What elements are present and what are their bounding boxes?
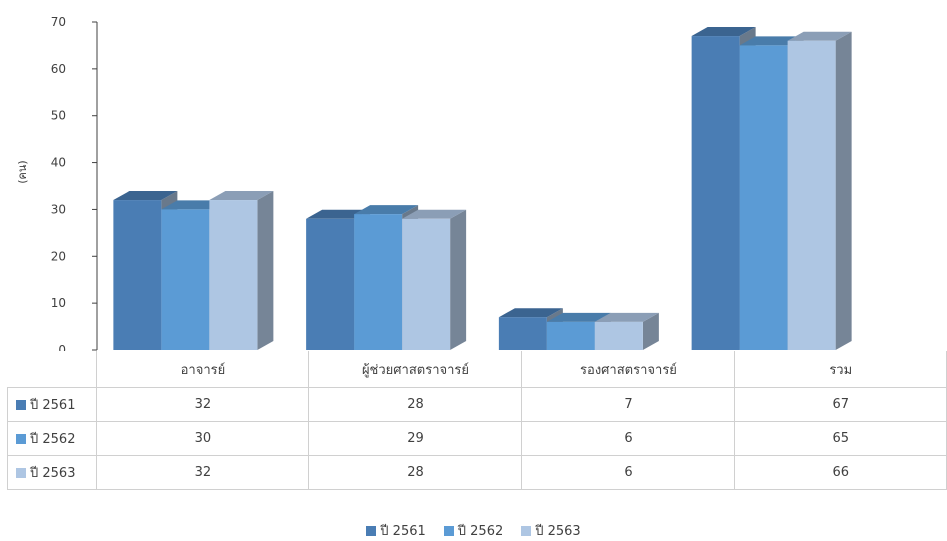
data-label: 30 xyxy=(96,421,310,456)
data-label: 28 xyxy=(308,455,523,490)
y-tick-label: 50 xyxy=(51,109,66,123)
data-label: 65 xyxy=(734,421,947,456)
data-table: อาจารย์ ผู้ช่วยศาสตราจารย์ รองศาสตราจารย์ร… xyxy=(6,351,947,490)
table-header-row: อาจารย์ ผู้ช่วยศาสตราจารย์ รองศาสตราจารย์ร… xyxy=(8,351,947,388)
bar-side xyxy=(257,191,274,350)
table-row: ปี 2562 30 29 6 65 xyxy=(6,421,947,456)
bars-group xyxy=(113,27,852,351)
series-row-label: ปี 2561 xyxy=(6,387,98,422)
bar-top xyxy=(498,308,563,318)
series-swatch xyxy=(16,468,26,478)
bar-front xyxy=(402,218,451,350)
data-label: 6 xyxy=(521,421,736,456)
legend: ปี 2561 ปี 2562 ปี 2563 xyxy=(0,520,947,541)
bar-front xyxy=(594,321,643,350)
table-corner xyxy=(8,351,97,388)
series-name: ปี 2562 xyxy=(30,432,76,447)
y-tick-label: 70 xyxy=(51,15,66,29)
data-label: 6 xyxy=(521,455,736,490)
bar-side xyxy=(642,312,659,350)
series-row-label: ปี 2562 xyxy=(6,421,98,456)
series-row-label: ปี 2563 xyxy=(6,455,98,490)
bar-top xyxy=(787,31,852,41)
bar-front xyxy=(787,40,836,350)
data-label: 29 xyxy=(308,421,523,456)
y-tick-label: 20 xyxy=(51,249,66,263)
bar-front xyxy=(691,36,740,351)
table-row: ปี 2561 32 28 7 67 xyxy=(6,387,947,422)
bar-top xyxy=(691,27,756,37)
bar-front xyxy=(498,317,547,350)
y-tick-label: 30 xyxy=(51,202,66,216)
legend-item: ปี 2561 xyxy=(366,520,426,541)
bar-top xyxy=(546,312,611,322)
data-label: 66 xyxy=(734,455,947,490)
series-swatch xyxy=(16,434,26,444)
bar-front xyxy=(306,218,355,350)
legend-swatch xyxy=(366,526,377,536)
x-category-label: รวม xyxy=(734,351,947,388)
y-tick-label: 0 xyxy=(58,343,66,351)
bar xyxy=(209,191,274,350)
bar-top xyxy=(209,191,274,201)
bar xyxy=(594,312,659,350)
bar-front xyxy=(739,45,788,351)
data-label: 67 xyxy=(734,387,947,422)
x-category-label: ผู้ช่วยศาสตราจารย์ xyxy=(308,351,523,388)
series-name: ปี 2561 xyxy=(30,398,76,413)
bar-top xyxy=(354,205,419,215)
bar xyxy=(402,209,467,350)
y-axis: 0 10 20 30 40 50 60 70 xyxy=(51,15,98,351)
bar-front xyxy=(354,214,403,350)
bar xyxy=(787,31,852,350)
x-category-label: รองศาสตราจารย์ xyxy=(521,351,736,388)
y-tick-label: 40 xyxy=(51,156,66,170)
series-name: ปี 2563 xyxy=(30,466,76,481)
y-axis-label: (คน) xyxy=(16,160,29,183)
bar-side xyxy=(450,209,467,350)
y-tick-label: 10 xyxy=(51,296,66,310)
bar-front xyxy=(161,209,210,350)
x-category-label: อาจารย์ xyxy=(96,351,310,388)
bar-front xyxy=(209,200,258,350)
bar-side xyxy=(835,31,852,350)
legend-label: ปี 2563 xyxy=(535,524,581,539)
y-tick-label: 60 xyxy=(51,62,66,76)
bar-top xyxy=(402,209,467,219)
data-label: 7 xyxy=(521,387,736,422)
bar-front xyxy=(113,200,162,350)
legend-item: ปี 2562 xyxy=(443,520,504,541)
legend-label: ปี 2561 xyxy=(380,524,426,539)
series-swatch xyxy=(16,400,26,410)
table-row: ปี 2563 32 28 6 66 xyxy=(6,455,947,490)
legend-label: ปี 2562 xyxy=(457,524,504,539)
bar-top xyxy=(594,312,659,322)
legend-item: ปี 2563 xyxy=(521,520,581,541)
data-label: 32 xyxy=(96,387,310,422)
bar-chart: 0 10 20 30 40 50 60 70 (คน) xyxy=(16,15,852,351)
legend-swatch xyxy=(521,526,532,536)
data-label: 28 xyxy=(308,387,523,422)
legend-swatch xyxy=(443,526,454,536)
bar-top xyxy=(113,191,178,201)
bar-front xyxy=(546,321,595,350)
data-label: 32 xyxy=(96,455,310,490)
